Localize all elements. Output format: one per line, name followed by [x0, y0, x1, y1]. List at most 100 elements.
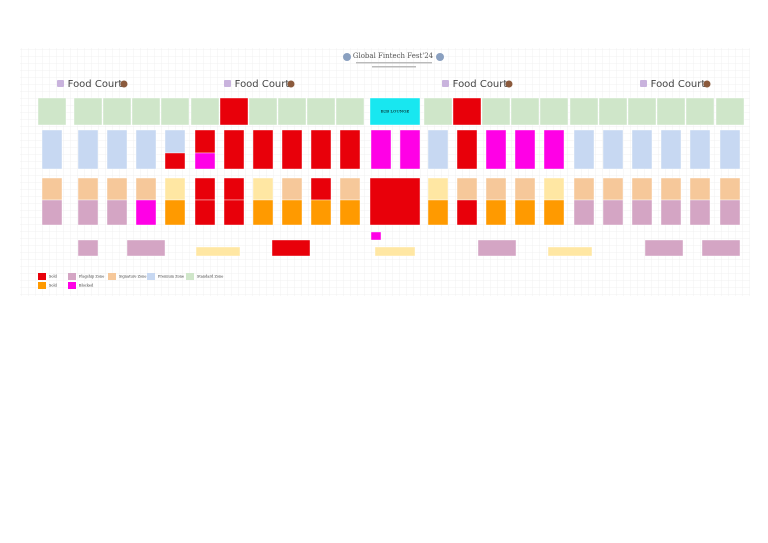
booth	[106, 199, 128, 226]
booth	[310, 199, 332, 226]
booth	[339, 177, 361, 201]
booth	[514, 129, 536, 170]
booth	[631, 177, 653, 201]
booth	[135, 129, 157, 170]
booth	[77, 199, 99, 226]
booth	[339, 129, 361, 170]
booth	[689, 177, 711, 201]
legend-label: Blocked	[79, 284, 94, 288]
booth	[719, 129, 741, 170]
booth	[194, 152, 216, 170]
booth	[660, 129, 682, 170]
booth	[456, 177, 478, 201]
booth	[77, 129, 99, 170]
booth	[252, 177, 274, 201]
booth	[219, 97, 249, 126]
booth	[194, 177, 216, 201]
title: Global Fintech Fest'24	[353, 52, 434, 60]
booth	[689, 199, 711, 226]
booth	[656, 97, 686, 126]
booth	[719, 199, 741, 226]
legend-swatch	[147, 273, 155, 280]
subtitle-line	[372, 66, 416, 68]
booth	[701, 239, 741, 257]
booth	[277, 97, 307, 126]
booth	[252, 199, 274, 226]
food-court-icon	[442, 80, 449, 87]
booth	[715, 97, 745, 126]
booth	[573, 199, 595, 226]
booth	[335, 97, 365, 126]
booth	[427, 177, 449, 201]
booth	[223, 177, 245, 201]
booth	[106, 129, 128, 170]
booth	[543, 129, 565, 170]
booth	[164, 129, 186, 154]
legend-swatch	[68, 282, 76, 289]
booth	[41, 199, 63, 226]
booth	[73, 97, 103, 126]
booth	[427, 129, 449, 170]
booth	[160, 97, 190, 126]
subtitle-line	[356, 62, 432, 64]
booth	[569, 97, 599, 126]
food-court-icon	[224, 80, 231, 87]
booth	[164, 177, 186, 201]
booth	[248, 97, 278, 126]
booth	[689, 129, 711, 170]
booth	[252, 129, 274, 170]
food-court-label: Food Court	[651, 79, 706, 90]
booth	[77, 239, 99, 257]
legend-label: Sold	[49, 284, 58, 288]
booth	[598, 97, 628, 126]
booth	[423, 97, 453, 126]
booth	[627, 97, 657, 126]
legend-swatch	[108, 273, 116, 280]
booth	[719, 177, 741, 201]
food-court-label: Food Court	[68, 79, 123, 90]
legend-label: Signature Zone	[119, 275, 146, 279]
booth	[370, 129, 392, 170]
booth	[106, 177, 128, 201]
logo	[343, 53, 351, 61]
booth	[631, 129, 653, 170]
booth	[374, 246, 416, 257]
booth	[41, 177, 63, 201]
food-court-icon	[57, 80, 64, 87]
booth	[485, 199, 507, 226]
food-court-icon	[703, 80, 711, 88]
legend: Sold Sold Flagship Zone Blocked Signature Zo…	[38, 273, 223, 289]
logo	[436, 53, 444, 61]
legend-swatch	[38, 273, 46, 280]
booth	[452, 97, 482, 126]
legend-label: Premium Zone	[158, 275, 184, 279]
food-courts: Food Court Food Court Food Court Food Court	[57, 79, 711, 90]
booth	[194, 199, 216, 226]
booth	[485, 129, 507, 170]
booth	[281, 177, 303, 201]
food-court-label: Food Court	[235, 79, 290, 90]
booth	[131, 97, 161, 126]
food-court-icon	[120, 80, 128, 88]
booth	[281, 199, 303, 226]
booth	[543, 199, 565, 226]
booth	[370, 231, 382, 241]
booth	[164, 199, 186, 226]
booth	[369, 97, 421, 126]
food-court-label: Food Court	[453, 79, 508, 90]
legend-swatch	[68, 273, 76, 280]
booth	[339, 199, 361, 226]
food-court-icon	[505, 80, 513, 88]
booth	[126, 239, 166, 257]
booths: B2B LOUNGE	[37, 97, 745, 257]
booth	[602, 177, 624, 201]
booth	[37, 97, 67, 126]
booth	[310, 177, 332, 201]
booth	[547, 246, 593, 257]
legend-label: Standard Zone	[197, 275, 223, 279]
legend-label: Flagship Zone	[79, 275, 104, 279]
booth	[77, 177, 99, 201]
booth	[631, 199, 653, 226]
booth	[477, 239, 517, 257]
